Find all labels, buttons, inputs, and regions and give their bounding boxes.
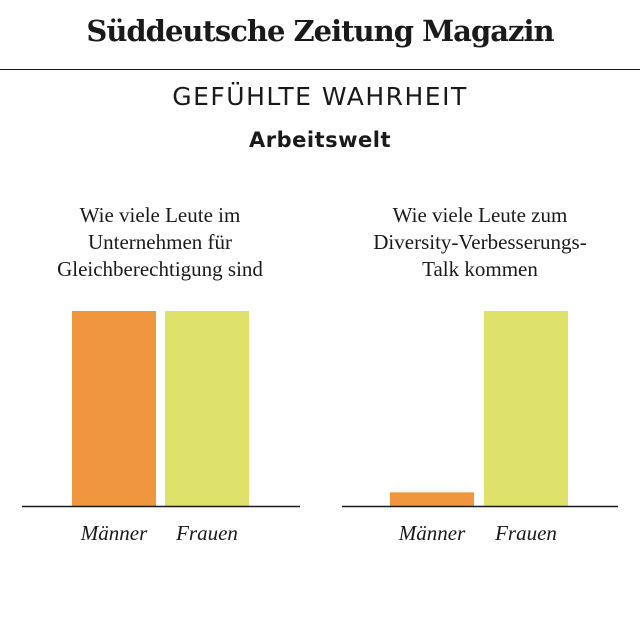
chart-1-tick-label: Frauen	[175, 521, 238, 545]
chart-2-bar-maenner	[390, 492, 474, 506]
chart-1-title: Wie viele Leute im Unternehmen für Gleic…	[57, 203, 263, 281]
chart-1-tick-label: Männer	[80, 521, 148, 545]
masthead: Süddeutsche Zeitung Magazin	[0, 0, 640, 70]
page-title: GEFÜHLTE WAHRHEIT	[172, 82, 468, 111]
chart-1-bar-frauen	[165, 311, 249, 506]
chart-1-bar-maenner	[72, 311, 156, 506]
chart-2-tick-label: Frauen	[494, 521, 557, 545]
publication-logo: Süddeutsche Zeitung Magazin	[86, 14, 554, 48]
chart-2-bar-frauen	[484, 311, 568, 506]
chart-2-tick-label: Männer	[398, 521, 466, 545]
chart-2-title: Wie viele Leute zum Diversity-Verbesseru…	[373, 203, 587, 281]
page-subtitle: Arbeitswelt	[249, 128, 391, 152]
